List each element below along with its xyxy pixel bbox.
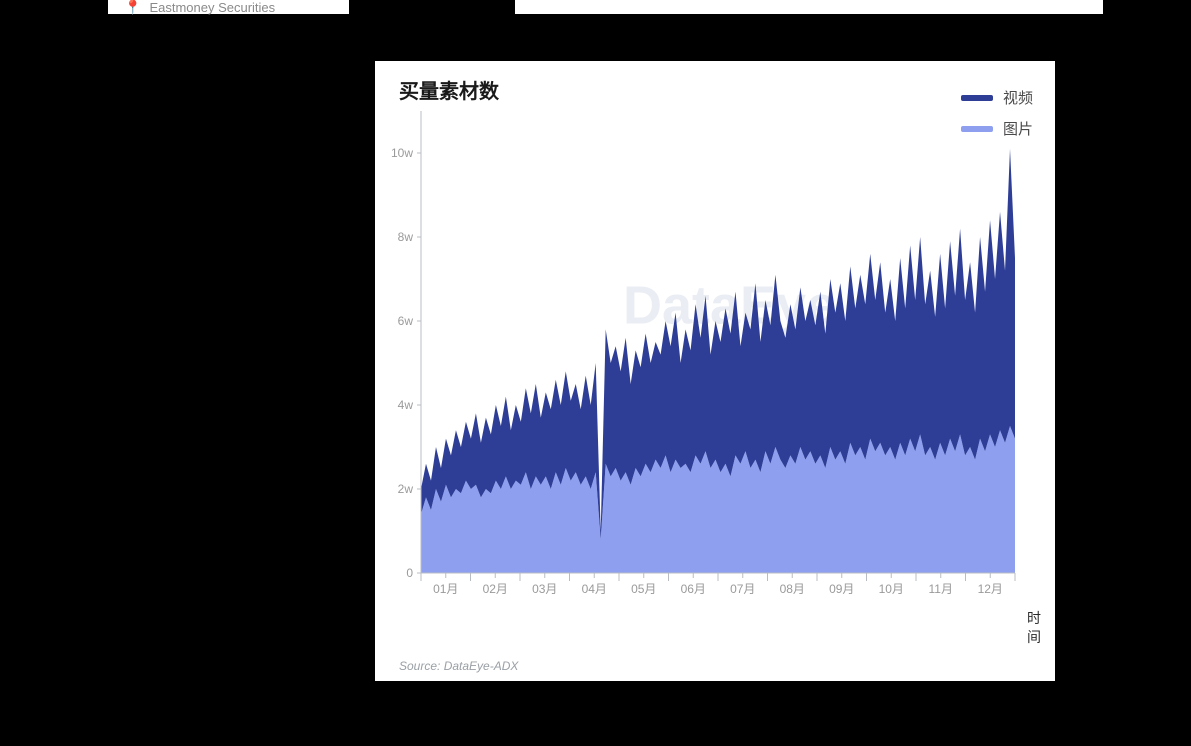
top-red-strip bbox=[515, 0, 1103, 14]
eastmoney-logo-strip: 📍 Eastmoney Securities bbox=[108, 0, 349, 14]
plot-area: DataEye02w4w6w8w10w01月02月03月04月05月06月07月… bbox=[421, 111, 1017, 601]
x-tick-label: 12月 bbox=[978, 582, 1003, 596]
x-tick-label: 09月 bbox=[829, 582, 854, 596]
x-tick-label: 10月 bbox=[879, 582, 904, 596]
x-tick-label: 02月 bbox=[483, 582, 508, 596]
y-tick-label: 4w bbox=[398, 398, 414, 412]
eastmoney-logo-text: Eastmoney Securities bbox=[149, 1, 275, 14]
x-tick-label: 04月 bbox=[582, 582, 607, 596]
source-label: Source: DataEye-ADX bbox=[399, 659, 518, 673]
x-tick-label: 01月 bbox=[433, 582, 458, 596]
y-tick-label: 8w bbox=[398, 230, 414, 244]
x-tick-label: 06月 bbox=[681, 582, 706, 596]
x-axis-end-label: 时 间 bbox=[1027, 609, 1041, 647]
legend-item-video: 视频 bbox=[961, 87, 1033, 108]
chart-title: 买量素材数 bbox=[399, 75, 499, 104]
y-tick-label: 0 bbox=[406, 566, 413, 580]
legend-swatch-video bbox=[961, 95, 993, 101]
x-tick-label: 03月 bbox=[532, 582, 557, 596]
y-tick-label: 10w bbox=[391, 146, 413, 160]
stacked-area-svg: DataEye02w4w6w8w10w01月02月03月04月05月06月07月… bbox=[421, 111, 1017, 601]
x-tick-label: 05月 bbox=[631, 582, 656, 596]
x-tick-label: 11月 bbox=[929, 582, 953, 596]
x-tick-label: 08月 bbox=[780, 582, 805, 596]
chart-card: 买量素材数 视频 图片 DataEye02w4w6w8w10w01月02月03月… bbox=[375, 61, 1055, 681]
pin-icon: 📍 bbox=[124, 0, 141, 14]
y-tick-label: 6w bbox=[398, 314, 414, 328]
y-tick-label: 2w bbox=[398, 482, 414, 496]
legend-label-video: 视频 bbox=[1003, 87, 1033, 108]
x-tick-label: 07月 bbox=[730, 582, 755, 596]
